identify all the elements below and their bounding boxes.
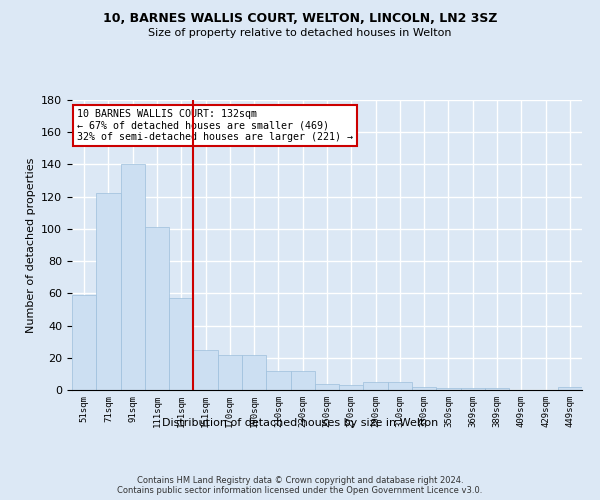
Bar bbox=[266, 370, 290, 390]
Bar bbox=[218, 354, 242, 390]
Bar bbox=[193, 350, 218, 390]
Text: Size of property relative to detached houses in Welton: Size of property relative to detached ho… bbox=[148, 28, 452, 38]
Text: 10 BARNES WALLIS COURT: 132sqm
← 67% of detached houses are smaller (469)
32% of: 10 BARNES WALLIS COURT: 132sqm ← 67% of … bbox=[77, 108, 353, 142]
Bar bbox=[121, 164, 145, 390]
Bar bbox=[96, 194, 121, 390]
Text: 10, BARNES WALLIS COURT, WELTON, LINCOLN, LN2 3SZ: 10, BARNES WALLIS COURT, WELTON, LINCOLN… bbox=[103, 12, 497, 26]
Bar bbox=[436, 388, 461, 390]
Y-axis label: Number of detached properties: Number of detached properties bbox=[26, 158, 35, 332]
Bar bbox=[315, 384, 339, 390]
Bar bbox=[169, 298, 193, 390]
Bar bbox=[364, 382, 388, 390]
Bar bbox=[72, 295, 96, 390]
Bar bbox=[388, 382, 412, 390]
Text: Distribution of detached houses by size in Welton: Distribution of detached houses by size … bbox=[162, 418, 438, 428]
Bar bbox=[461, 388, 485, 390]
Bar bbox=[558, 387, 582, 390]
Bar bbox=[242, 354, 266, 390]
Bar bbox=[145, 228, 169, 390]
Bar bbox=[485, 388, 509, 390]
Bar bbox=[412, 387, 436, 390]
Text: Contains HM Land Registry data © Crown copyright and database right 2024.
Contai: Contains HM Land Registry data © Crown c… bbox=[118, 476, 482, 495]
Bar bbox=[290, 370, 315, 390]
Bar bbox=[339, 385, 364, 390]
